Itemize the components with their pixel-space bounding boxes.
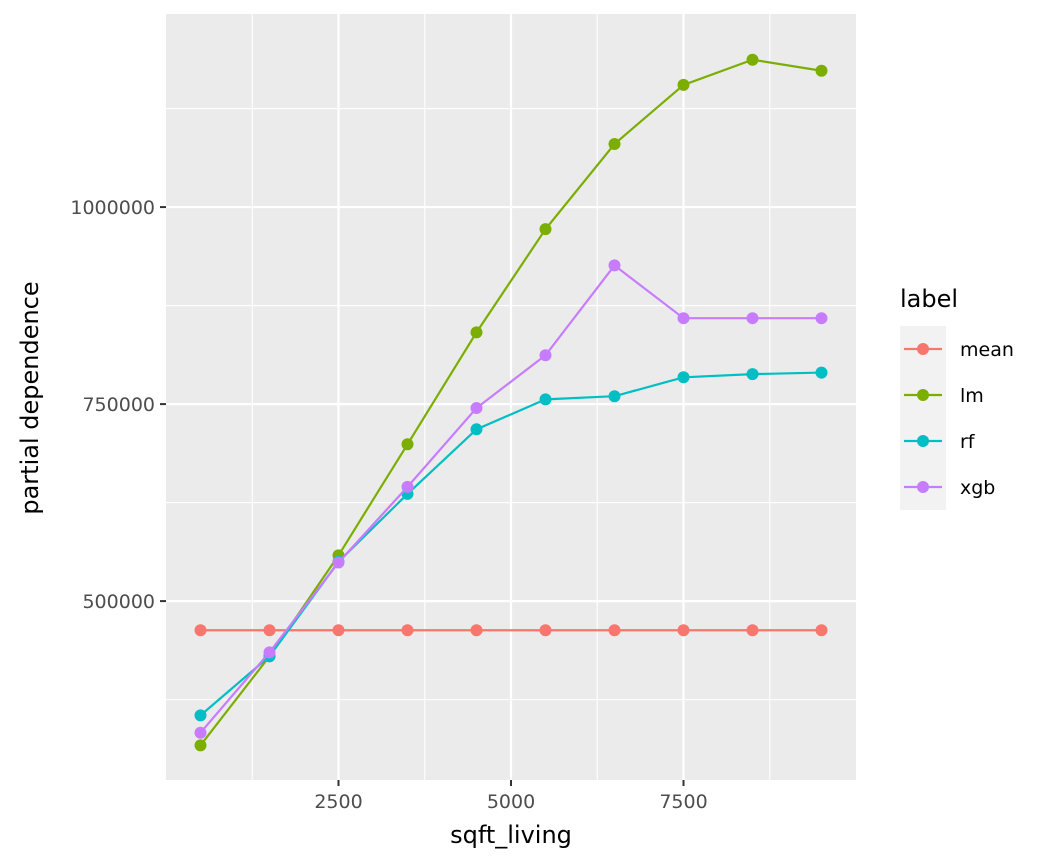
data-point-rf — [470, 423, 483, 436]
data-point-xgb — [194, 726, 207, 739]
data-point-lm — [746, 53, 759, 66]
data-point-xgb — [332, 556, 345, 569]
data-point-mean — [332, 624, 345, 637]
series-mean — [194, 624, 828, 637]
legend-title: label — [900, 285, 958, 313]
data-point-xgb — [815, 312, 828, 325]
data-point-mean — [677, 624, 690, 637]
data-point-xgb — [677, 312, 690, 325]
y-tick-labels: 500000 750000 1000000 — [70, 197, 155, 613]
data-point-mean — [263, 624, 276, 637]
data-point-mean — [539, 624, 552, 637]
axis-ticks — [160, 206, 685, 786]
legend-item-xgb: xgb — [900, 464, 995, 510]
data-point-mean — [746, 624, 759, 637]
data-point-rf — [815, 366, 828, 379]
data-point-xgb — [401, 480, 414, 493]
legend-key-point — [917, 481, 929, 493]
data-point-lm — [815, 64, 828, 77]
legend-key-point — [917, 435, 929, 447]
data-point-xgb — [263, 646, 276, 659]
legend-label: lm — [960, 385, 984, 407]
data-point-rf — [194, 709, 207, 722]
data-point-rf — [539, 393, 552, 406]
series-xgb — [194, 259, 828, 739]
data-point-xgb — [470, 402, 483, 415]
data-point-xgb — [539, 349, 552, 362]
data-point-mean — [401, 624, 414, 637]
legend-items: mean lm rf xgb — [900, 326, 1014, 510]
data-point-rf — [608, 390, 621, 403]
data-point-mean — [608, 624, 621, 637]
x-tick-labels: 2500 5000 7500 — [314, 791, 707, 813]
data-point-lm — [194, 739, 207, 752]
x-tick-label: 7500 — [659, 791, 707, 813]
x-tick-label: 2500 — [314, 791, 362, 813]
major-gridlines — [166, 14, 856, 780]
data-point-rf — [677, 371, 690, 384]
legend-label: mean — [960, 339, 1014, 361]
series-line-xgb — [199, 263, 822, 734]
legend-item-mean: mean — [900, 326, 1014, 372]
legend: label mean lm rf xgb — [900, 285, 1014, 510]
data-point-lm — [608, 138, 621, 151]
legend-item-lm: lm — [900, 372, 984, 418]
data-point-mean — [815, 624, 828, 637]
legend-key-point — [917, 343, 929, 355]
legend-key-point — [917, 389, 929, 401]
data-point-lm — [677, 78, 690, 91]
legend-label: rf — [960, 431, 976, 453]
data-point-mean — [470, 624, 483, 637]
data-point-lm — [470, 326, 483, 339]
y-axis-title: partial dependence — [16, 281, 44, 514]
data-point-rf — [746, 368, 759, 381]
data-point-xgb — [746, 312, 759, 325]
y-tick-label: 1000000 — [70, 197, 155, 219]
y-tick-label: 500000 — [82, 591, 155, 613]
x-tick-label: 5000 — [487, 791, 535, 813]
legend-label: xgb — [960, 477, 995, 499]
x-axis-title: sqft_living — [450, 821, 572, 849]
legend-item-rf: rf — [900, 418, 976, 464]
y-tick-label: 750000 — [82, 394, 155, 416]
data-point-lm — [401, 438, 414, 451]
series-layer — [194, 53, 828, 752]
data-point-mean — [194, 624, 207, 637]
data-point-xgb — [608, 259, 621, 272]
data-point-lm — [539, 223, 552, 236]
